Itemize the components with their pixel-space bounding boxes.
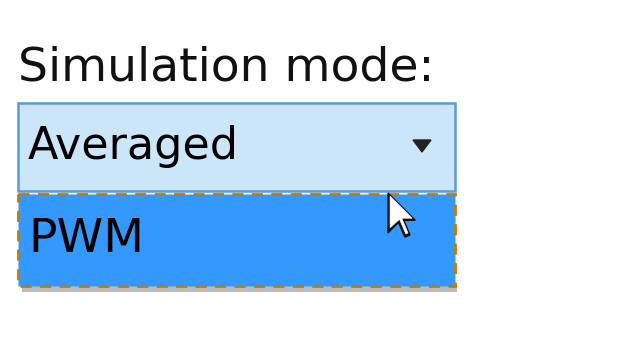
Bar [18,103,455,191]
Polygon shape [388,193,415,237]
Polygon shape [413,140,431,152]
Bar [18,194,455,286]
Polygon shape [390,196,412,234]
Text: PWM: PWM [28,217,144,262]
Text: Simulation mode:: Simulation mode: [18,45,435,90]
Text: Averaged: Averaged [28,126,239,168]
Bar [22,286,457,292]
